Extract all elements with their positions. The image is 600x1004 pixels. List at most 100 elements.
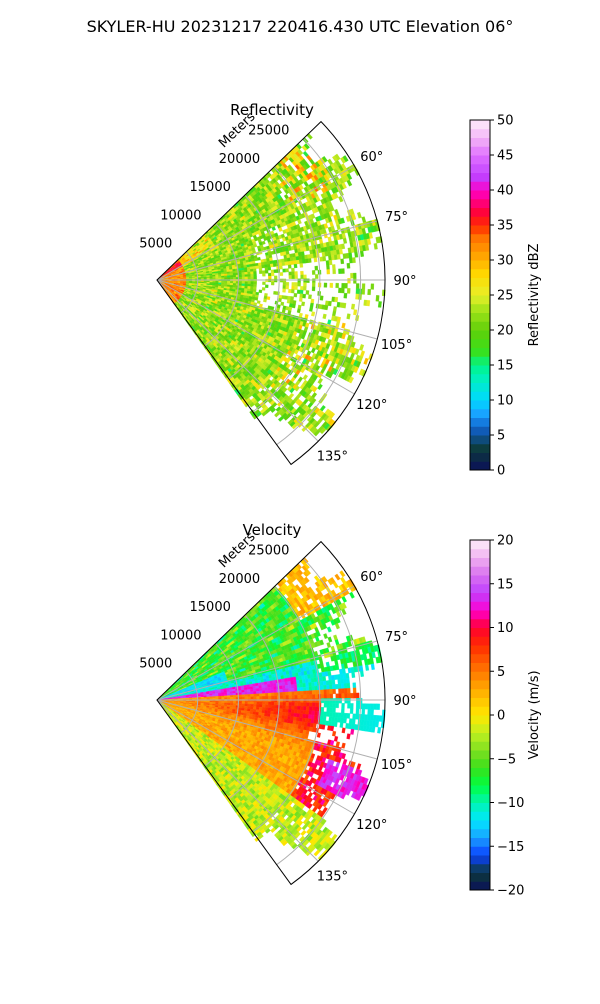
radar-gate [292, 272, 295, 276]
radar-gate [308, 295, 311, 299]
radar-gate [242, 275, 245, 277]
radar-gate [250, 269, 253, 272]
radar-gate [216, 276, 219, 278]
radar-gate [353, 278, 356, 283]
radar-gate [311, 348, 316, 353]
radar-gate [341, 269, 344, 274]
colorbar-segment [470, 243, 490, 252]
radar-gate [311, 299, 314, 304]
colorbar-segment [470, 146, 490, 155]
radar-gate [247, 267, 250, 270]
colorbar-segment [470, 304, 490, 313]
radar-gate [347, 288, 350, 293]
radar-gate [328, 301, 332, 306]
radar-gate [274, 279, 277, 282]
radar-gate [360, 251, 364, 257]
radar-gate [290, 296, 293, 300]
colorbar-segment [470, 286, 490, 295]
radar-gate [294, 293, 297, 297]
radar-gate [271, 273, 274, 276]
radar-gate [294, 286, 297, 290]
azimuth-tick-label: 90° [393, 274, 416, 289]
radar-gate [295, 275, 298, 279]
radar-gate [227, 281, 230, 283]
radar-gate [343, 303, 347, 308]
radar-gate [233, 277, 236, 279]
radar-gate [297, 309, 301, 313]
radar-gate [248, 282, 251, 285]
radar-gate [239, 286, 242, 288]
radar-gate [285, 296, 288, 300]
radar-gate [339, 249, 343, 254]
radar-gate [233, 275, 236, 277]
colorbar-tick-label: 35 [497, 219, 514, 234]
radar-gate [362, 217, 366, 223]
radar-gate [350, 273, 353, 278]
radar-gate [268, 273, 271, 276]
colorbar-segment [470, 453, 490, 462]
figure-title: SKYLER-HU 20231217 220416.430 UTC Elevat… [87, 17, 514, 36]
radar-gate [344, 283, 347, 288]
radar-gate [248, 277, 251, 280]
radar-gate [201, 278, 204, 279]
colorbar-segment [470, 313, 490, 322]
radar-gate [248, 284, 251, 287]
radar-gate [340, 571, 346, 578]
radar-gate [301, 252, 305, 256]
radar-gate [352, 257, 356, 263]
radar-gate [324, 283, 327, 288]
radar-gate [230, 271, 233, 273]
radar-gate [280, 272, 283, 275]
radar-gate [254, 284, 257, 287]
radar-gate [233, 281, 236, 283]
radar-gate [286, 251, 290, 255]
radar-gate [362, 284, 365, 290]
radar-gate [221, 281, 224, 283]
radar-gate [342, 323, 346, 329]
radar-gate [279, 263, 282, 267]
radar-gate [308, 258, 311, 262]
radar-gate [351, 304, 355, 310]
radar-gate [300, 263, 303, 267]
radar-gate [218, 274, 221, 276]
radar-gate [259, 265, 262, 268]
colorbar-segment [470, 216, 490, 225]
radar-gate [295, 282, 298, 286]
colorbar-segment [470, 374, 490, 383]
radar-gate [262, 271, 265, 274]
radar-gate [356, 284, 359, 289]
radar-gate [323, 256, 326, 261]
radar-gate [245, 277, 248, 279]
radar-gate [354, 252, 358, 258]
colorbar-segment [470, 138, 490, 147]
colorbar-tick-label: 50 [497, 114, 514, 129]
radar-gate [318, 378, 323, 384]
radar-gate [338, 269, 341, 274]
radar-gate [297, 219, 301, 224]
colorbar-segment [470, 400, 490, 409]
radar-gate [250, 272, 253, 275]
radar-gate [288, 296, 291, 300]
radar-gate [281, 302, 285, 306]
radar-gate [364, 358, 369, 365]
radar-gate [324, 305, 328, 310]
radar-gate [248, 274, 251, 277]
radar-gate [349, 592, 354, 599]
radar-gate [268, 276, 271, 279]
radar-gate [263, 299, 266, 302]
radar-gate [210, 277, 213, 279]
radar-gate [245, 275, 248, 277]
radar-gate [283, 289, 286, 293]
colorbar-segment [470, 190, 490, 199]
colorbar-tick-label: 30 [497, 254, 514, 269]
radar-gate [286, 286, 289, 290]
radar-gate [371, 284, 374, 290]
azimuth-tick-label: 75° [385, 210, 408, 225]
radar-gate [274, 276, 277, 279]
radar-gate [265, 285, 268, 288]
radar-gate [337, 254, 341, 259]
colorbar-segment [470, 409, 490, 418]
colorbar-tick-label: 25 [497, 289, 514, 304]
radar-gate [279, 266, 282, 270]
radar-gate [300, 286, 303, 290]
